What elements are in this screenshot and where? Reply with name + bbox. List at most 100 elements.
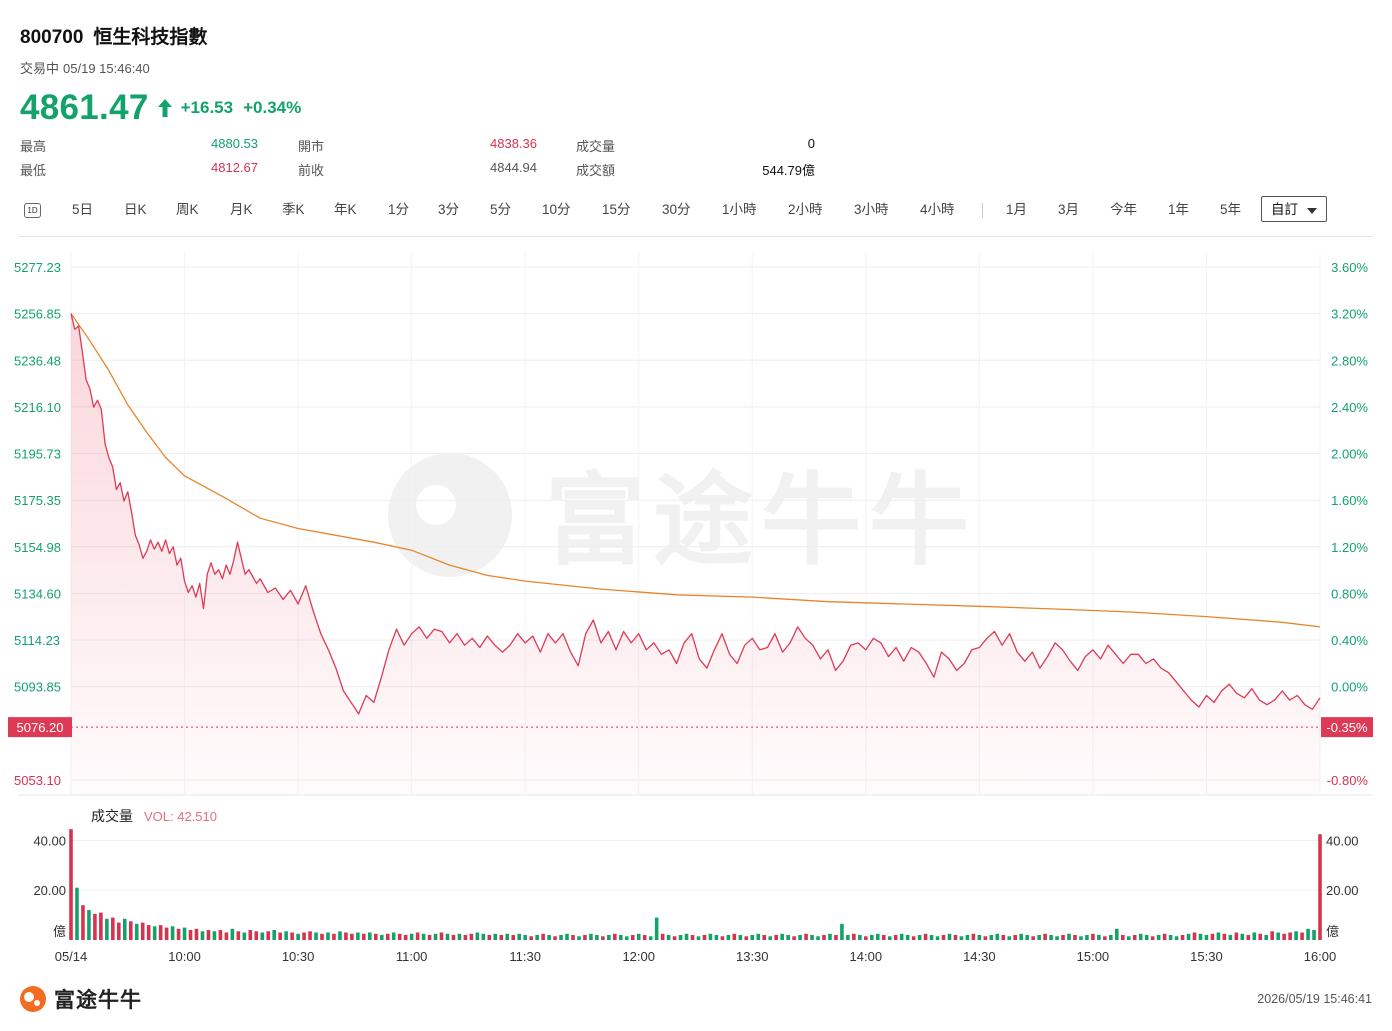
volume-bar xyxy=(798,935,802,940)
volume-bar xyxy=(923,933,928,940)
volume-bar xyxy=(117,922,121,940)
timeframe-6[interactable]: 1分 xyxy=(388,202,410,217)
volume-bar xyxy=(296,933,300,940)
volume-bar xyxy=(786,935,790,940)
volume-bar xyxy=(200,931,205,940)
volume-bar xyxy=(403,935,408,940)
timeframe-19[interactable]: 1年 xyxy=(1168,202,1190,217)
timeframe-14[interactable]: 3小時 xyxy=(854,202,889,217)
volume-bar xyxy=(158,925,163,940)
timeframe-4[interactable]: 季K xyxy=(282,202,305,217)
volume-bar xyxy=(320,933,324,940)
time-tick-label: 13:30 xyxy=(736,949,769,964)
volume-bar xyxy=(762,935,767,940)
time-tick-label: 10:00 xyxy=(168,949,201,964)
stat-value-open: 4838.36 xyxy=(490,136,537,151)
volume-bar xyxy=(1234,932,1239,940)
volume-bar xyxy=(1264,935,1269,940)
timeframe-13[interactable]: 2小時 xyxy=(788,202,823,217)
timeframe-9[interactable]: 10分 xyxy=(542,202,571,217)
timeframe-17[interactable]: 3月 xyxy=(1058,202,1080,217)
volume-bar xyxy=(893,935,898,940)
custom-range-dropdown[interactable]: 自訂 xyxy=(1261,196,1327,222)
volume-bar xyxy=(1246,935,1251,940)
volume-bar xyxy=(1174,936,1179,940)
price-axis: 5277.23 5256.85 5236.48 5216.10 5195.73 5175.… xyxy=(14,260,61,788)
footer-brand: 富途牛牛 xyxy=(18,984,142,1014)
price-change: +16.53 xyxy=(180,98,234,117)
timeframe-0[interactable]: 5日 xyxy=(72,202,94,217)
volume-bar xyxy=(875,933,880,940)
volume-bar xyxy=(122,918,127,940)
volume-bar xyxy=(308,931,312,940)
timeframe-3[interactable]: 月K xyxy=(230,202,253,217)
timeframe-1[interactable]: 日K xyxy=(124,202,147,217)
timeframe-5[interactable]: 年K xyxy=(334,202,357,217)
volume-bar xyxy=(947,933,952,940)
timeframe-11[interactable]: 30分 xyxy=(662,202,691,217)
stat-label-high: 最高 xyxy=(20,139,47,154)
volume-bar xyxy=(565,933,569,940)
volume-bar xyxy=(887,936,892,940)
volume-bar xyxy=(194,928,199,940)
volume-bar xyxy=(1294,931,1298,940)
volume-bar xyxy=(804,933,808,940)
percent-tick-label: 1.60% xyxy=(1331,493,1368,508)
volume-bar xyxy=(977,935,982,940)
volume-bar xyxy=(595,935,599,940)
timeframe-7[interactable]: 3分 xyxy=(438,202,460,217)
timeframe-20[interactable]: 5年 xyxy=(1220,202,1242,217)
volume-bar xyxy=(941,935,946,940)
volume-bar xyxy=(75,887,79,940)
volume-bar xyxy=(935,936,940,940)
volume-bar xyxy=(995,933,1000,940)
timeframe-16[interactable]: 1月 xyxy=(1006,202,1028,217)
volume-bar xyxy=(134,923,139,940)
percent-tick-label: 3.20% xyxy=(1331,307,1368,322)
volume-bar xyxy=(1138,933,1143,940)
volume-bar xyxy=(356,932,360,940)
timeframe-10[interactable]: 15分 xyxy=(602,202,631,217)
volume-bar xyxy=(260,932,265,940)
volume-bar xyxy=(1144,935,1149,940)
volume-bar xyxy=(373,933,378,940)
stat-label-volume: 成交量 xyxy=(576,139,616,154)
timeframe-12[interactable]: 1小時 xyxy=(722,202,757,217)
volume-bar xyxy=(284,931,288,940)
futu-logo-icon xyxy=(20,986,46,1012)
volume-bar xyxy=(224,932,229,940)
volume-bar xyxy=(553,936,557,940)
volume-bar xyxy=(1192,932,1197,940)
volume-bar xyxy=(111,917,115,940)
volume-bar xyxy=(206,930,211,940)
volume-bar xyxy=(212,931,217,940)
volume-bar xyxy=(1306,928,1310,940)
volume-bar xyxy=(99,912,103,940)
percent-tick-label: 1.20% xyxy=(1331,540,1368,555)
volume-bar xyxy=(433,933,438,940)
volume-bar xyxy=(619,935,623,940)
volume-bar xyxy=(636,933,641,940)
timeframe-18[interactable]: 今年 xyxy=(1110,202,1137,217)
volume-bar xyxy=(1115,928,1119,940)
time-tick-label: 12:00 xyxy=(622,949,655,964)
volume-bar xyxy=(409,933,414,940)
timeframe-15[interactable]: 4小時 xyxy=(920,202,955,217)
volume-bar xyxy=(1055,936,1059,940)
volume-bar xyxy=(959,936,964,940)
volume-bar xyxy=(1216,932,1221,940)
volume-bar xyxy=(505,933,510,940)
price-row: 4861.47 +16.53 +0.34% xyxy=(20,86,301,130)
time-tick-label: 11:30 xyxy=(509,949,541,964)
price-tick-label: 5154.98 xyxy=(14,540,61,555)
time-tick-label: 15:30 xyxy=(1190,949,1223,964)
percent-tick-label: -0.80% xyxy=(1327,773,1369,788)
price-area-fill xyxy=(71,313,1320,794)
volume-bar xyxy=(439,932,444,940)
timeframe-8[interactable]: 5分 xyxy=(490,202,512,217)
volume-bar xyxy=(1079,936,1083,940)
volume-bar xyxy=(128,921,133,940)
intraday-1d-icon[interactable]: 1D xyxy=(24,203,41,218)
timeframe-2[interactable]: 周K xyxy=(176,202,199,217)
